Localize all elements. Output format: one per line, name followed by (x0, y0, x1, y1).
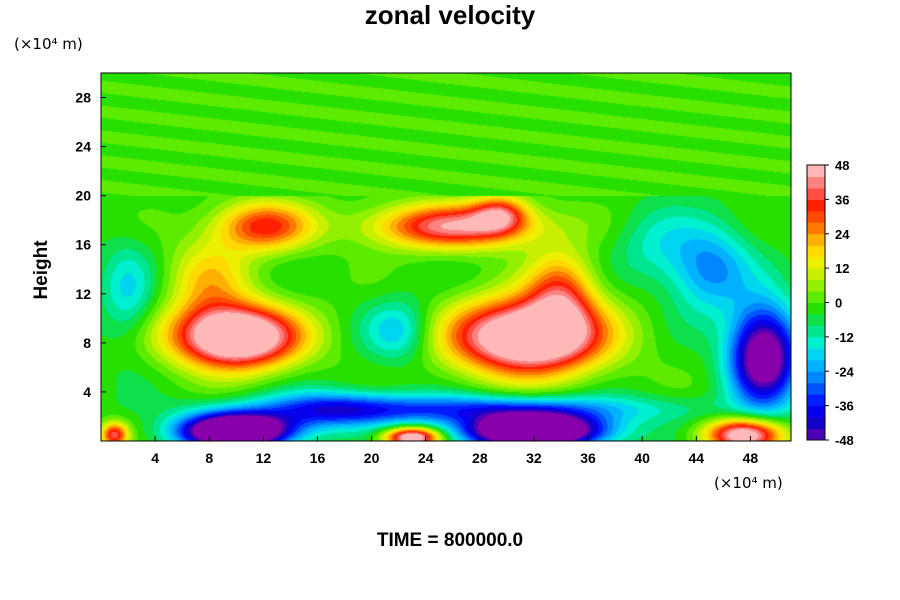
colorbar-tick-label: -24 (835, 364, 855, 379)
colorbar-band (807, 302, 825, 315)
colorbar-band (807, 268, 825, 281)
colorbar-band (807, 313, 825, 326)
colorbar-band (807, 382, 825, 395)
colorbar-band (807, 210, 825, 223)
heatmap-field (101, 73, 791, 441)
x-tick-label: 16 (310, 450, 326, 466)
x-tick-label: 44 (689, 450, 705, 466)
y-tick-label: 8 (83, 335, 91, 351)
x-tick-label: 28 (472, 450, 488, 466)
x-axis-units: (×10⁴ m) (714, 474, 783, 492)
colorbar-band (807, 394, 825, 407)
colorbar-band (807, 417, 825, 430)
y-axis-units: (×10⁴ m) (14, 35, 83, 53)
x-tick-label: 4 (151, 450, 159, 466)
colorbar-band (807, 348, 825, 361)
chart-title: zonal velocity (364, 0, 536, 30)
colorbar-tick-label: -12 (835, 330, 854, 345)
colorbar-band (807, 291, 825, 303)
y-tick-label: 16 (75, 237, 91, 253)
colorbar-band (807, 336, 825, 349)
colorbar-band (807, 405, 825, 418)
colorbar-tick-label: 0 (835, 296, 842, 311)
colorbar-band (807, 245, 825, 258)
x-tick-label: 8 (205, 450, 213, 466)
x-tick-label: 24 (418, 450, 434, 466)
x-tick-label: 32 (526, 450, 542, 466)
x-tick-label: 36 (580, 450, 596, 466)
colorbar-band (807, 359, 825, 372)
colorbar-band (807, 199, 825, 212)
x-tick-label: 40 (634, 450, 650, 466)
y-tick-label: 24 (75, 139, 91, 155)
colorbar-band (807, 233, 825, 246)
colorbar-band (807, 325, 825, 338)
time-label: TIME = 800000.0 (376, 530, 524, 551)
colorbar-band (807, 176, 825, 189)
colorbar: 48 36 24 12 0 -12 -24 -36 -48 (806, 158, 855, 448)
x-ticks: 4 8 12 16 20 24 28 32 36 40 44 48 (151, 436, 758, 466)
colorbar-band (807, 187, 825, 200)
y-ticks: 4 8 12 16 20 24 28 (75, 90, 106, 400)
x-tick-label: 12 (256, 450, 272, 466)
colorbar-band (807, 279, 825, 292)
colorbar-band (807, 428, 825, 441)
colorbar-band (807, 222, 825, 235)
plot-frame (100, 72, 792, 442)
colorbar-tick-label: 36 (835, 192, 849, 207)
colorbar-tick-label: 48 (835, 158, 849, 173)
colorbar-tick-label: -36 (835, 399, 854, 414)
colorbar-band (807, 256, 825, 269)
x-tick-label: 48 (743, 450, 759, 466)
colorbar-tick-label: 24 (835, 227, 850, 242)
colorbar-band (807, 371, 825, 384)
x-tick-label: 20 (364, 450, 380, 466)
colorbar-band (807, 165, 825, 177)
colorbar-tick-label: -48 (835, 433, 854, 448)
y-tick-label: 28 (75, 90, 91, 106)
y-tick-label: 4 (83, 384, 91, 400)
colorbar-tick-label: 12 (835, 261, 849, 276)
y-tick-label: 20 (75, 188, 91, 204)
y-tick-label: 12 (75, 286, 91, 302)
